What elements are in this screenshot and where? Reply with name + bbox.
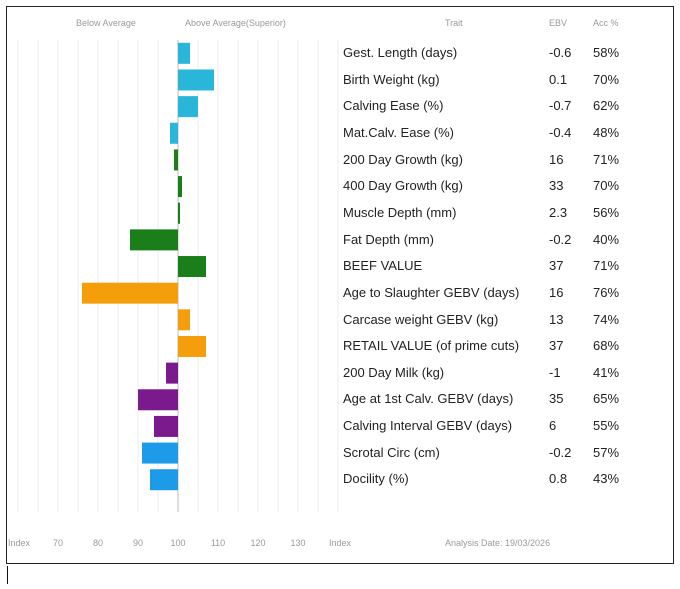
bar-9 [82, 283, 178, 304]
trait-ebv-value: 16 [549, 280, 585, 306]
trait-accuracy-value: 58% [593, 40, 633, 66]
trait-accuracy-value: 70% [593, 67, 633, 93]
trait-name: Age at 1st Calv. GEBV (days) [343, 386, 513, 412]
trait-name: Calving Interval GEBV (days) [343, 413, 512, 439]
bar-2 [178, 96, 198, 117]
trait-ebv-value: 0.1 [549, 67, 585, 93]
trait-name: Birth Weight (kg) [343, 67, 440, 93]
trait-accuracy-value: 62% [593, 93, 633, 119]
trait-name: 200 Day Growth (kg) [343, 147, 463, 173]
bar-1 [178, 69, 214, 90]
trait-ebv-value: -0.2 [549, 440, 585, 466]
trait-ebv-value: 35 [549, 386, 585, 412]
x-tick-label: 120 [250, 538, 265, 548]
bar-10 [178, 309, 190, 330]
x-tick-label: 70 [53, 538, 63, 548]
trait-accuracy-value: 74% [593, 307, 633, 333]
trait-accuracy-value: 40% [593, 227, 633, 253]
bar-7 [130, 229, 178, 250]
bar-8 [178, 256, 206, 277]
trait-ebv-value: -0.4 [549, 120, 585, 146]
trait-ebv-value: -0.7 [549, 93, 585, 119]
bar-15 [142, 443, 178, 464]
trait-name: BEEF VALUE [343, 253, 422, 279]
bar-3 [170, 123, 178, 144]
bar-6 [178, 203, 180, 224]
trait-name: Scrotal Circ (cm) [343, 440, 440, 466]
bar-13 [138, 389, 178, 410]
trait-ebv-value: -0.2 [549, 227, 585, 253]
bar-14 [154, 416, 178, 437]
trait-name: Mat.Calv. Ease (%) [343, 120, 454, 146]
trait-ebv-value: 6 [549, 413, 585, 439]
trait-accuracy-value: 76% [593, 280, 633, 306]
index-axis-label-right: Index [329, 538, 351, 548]
bar-5 [178, 176, 182, 197]
trait-accuracy-value: 41% [593, 360, 633, 386]
bar-16 [150, 469, 178, 490]
trait-accuracy-value: 71% [593, 253, 633, 279]
trait-accuracy-value: 43% [593, 466, 633, 492]
trait-ebv-value: -1 [549, 360, 585, 386]
bar-0 [178, 43, 190, 64]
trait-name: 200 Day Milk (kg) [343, 360, 444, 386]
x-tick-label: 130 [290, 538, 305, 548]
trait-ebv-value: 16 [549, 147, 585, 173]
x-tick-label: 110 [211, 538, 225, 548]
trait-name: Muscle Depth (mm) [343, 200, 456, 226]
trait-accuracy-value: 55% [593, 413, 633, 439]
index-axis-label-left: Index [8, 538, 30, 548]
trait-ebv-value: 13 [549, 307, 585, 333]
trait-name: Fat Depth (mm) [343, 227, 434, 253]
x-tick-label: 80 [93, 538, 103, 548]
trait-accuracy-value: 71% [593, 147, 633, 173]
trait-ebv-value: 37 [549, 333, 585, 359]
analysis-date: Analysis Date: 19/03/2026 [445, 538, 550, 548]
trait-ebv-value: 2.3 [549, 200, 585, 226]
bar-12 [166, 363, 178, 384]
trait-ebv-value: 33 [549, 173, 585, 199]
trait-ebv-value: 37 [549, 253, 585, 279]
trait-accuracy-value: 48% [593, 120, 633, 146]
trait-name: RETAIL VALUE (of prime cuts) [343, 333, 519, 359]
x-tick-label: 90 [133, 538, 143, 548]
trait-name: Docility (%) [343, 466, 409, 492]
trait-ebv-value: 0.8 [549, 466, 585, 492]
trait-name: Gest. Length (days) [343, 40, 457, 66]
trait-accuracy-value: 56% [593, 200, 633, 226]
trait-accuracy-value: 70% [593, 173, 633, 199]
trait-accuracy-value: 65% [593, 386, 633, 412]
x-tick-label: 100 [170, 538, 185, 548]
trait-ebv-value: -0.6 [549, 40, 585, 66]
bar-4 [174, 149, 178, 170]
trait-name: Calving Ease (%) [343, 93, 443, 119]
trait-name: Carcase weight GEBV (kg) [343, 307, 498, 333]
bar-11 [178, 336, 206, 357]
trait-name: Age to Slaughter GEBV (days) [343, 280, 519, 306]
trait-accuracy-value: 68% [593, 333, 633, 359]
trait-name: 400 Day Growth (kg) [343, 173, 463, 199]
trait-accuracy-value: 57% [593, 440, 633, 466]
